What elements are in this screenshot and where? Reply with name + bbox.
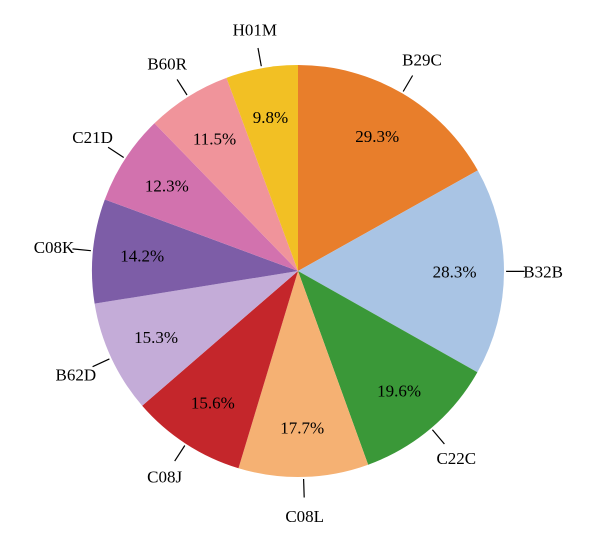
category-label-C22C: C22C <box>436 449 476 468</box>
category-label-C08L: C08L <box>285 507 324 526</box>
pie-slice-C22C <box>298 271 478 465</box>
percent-label-C08J: 15.6% <box>191 393 235 412</box>
leader-line-C22C <box>431 429 445 445</box>
pie-slice-C08L <box>238 271 369 477</box>
percent-label-C08L: 17.7% <box>280 418 324 437</box>
percent-label-C22C: 19.6% <box>377 381 421 400</box>
percent-label-H01M: 9.8% <box>253 108 288 127</box>
category-label-C08J: C08J <box>147 468 182 487</box>
category-label-C08K: C08K <box>34 238 75 257</box>
percent-label-C21D: 12.3% <box>145 177 189 196</box>
leader-lines-group <box>72 47 525 498</box>
leader-line-C21D <box>107 146 125 159</box>
percent-label-C08K: 14.2% <box>120 247 164 266</box>
category-label-H01M: H01M <box>233 21 277 40</box>
leader-line-C08K <box>72 248 91 252</box>
category-label-B32B: B32B <box>523 262 563 281</box>
category-label-B60R: B60R <box>147 55 187 74</box>
leader-line-C08J <box>174 445 186 462</box>
percent-label-B29C: 29.3% <box>355 127 399 146</box>
pie-slice-C21D <box>104 123 298 272</box>
leader-line-B62D <box>92 358 110 368</box>
percent-label-B32B: 28.3% <box>433 262 477 281</box>
pie-slice-C08J <box>142 271 298 469</box>
leader-line-B29C <box>402 75 414 92</box>
pie-slices-group <box>92 65 504 477</box>
percent-label-B60R: 11.5% <box>193 130 236 149</box>
category-label-B29C: B29C <box>402 50 442 69</box>
pie-slice-B62D <box>94 271 298 406</box>
category-label-B62D: B62D <box>55 366 96 385</box>
leader-line-H01M <box>257 47 262 67</box>
pie-slice-B29C <box>298 65 478 271</box>
pie-slice-B60R <box>154 77 298 271</box>
leader-line-C08L <box>303 478 305 498</box>
pie-slice-C08K <box>92 199 298 304</box>
leader-line-B60R <box>176 79 188 96</box>
pie-slice-B32B <box>298 170 504 373</box>
percent-label-B62D: 15.3% <box>134 328 178 347</box>
pie-slice-H01M <box>226 65 298 271</box>
labels-group: 29.3% B29C 28.3% B32B 19.6% C22C 17.7% C08L 15.6… <box>34 21 563 526</box>
category-label-C21D: C21D <box>72 128 113 147</box>
